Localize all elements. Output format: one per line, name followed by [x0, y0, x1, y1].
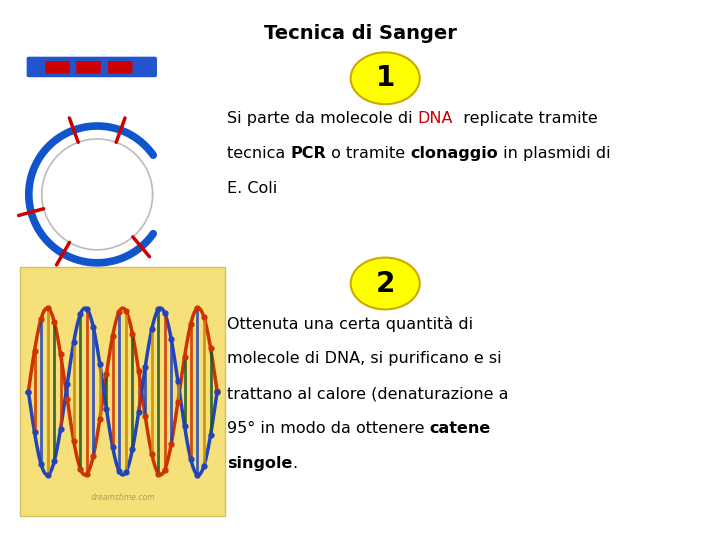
Text: Si parte da molecole di: Si parte da molecole di	[227, 111, 418, 126]
FancyBboxPatch shape	[20, 267, 225, 516]
Text: molecole di DNA, si purificano e si: molecole di DNA, si purificano e si	[227, 351, 501, 366]
Text: DNA: DNA	[418, 111, 453, 126]
Circle shape	[351, 258, 420, 309]
Text: .: .	[292, 456, 297, 471]
Text: o tramite: o tramite	[326, 146, 410, 161]
Text: 1: 1	[376, 64, 395, 92]
Text: catene: catene	[429, 421, 490, 436]
Text: in plasmidi di: in plasmidi di	[498, 146, 611, 161]
Text: tecnica: tecnica	[227, 146, 290, 161]
Text: trattano al calore (denaturazione a: trattano al calore (denaturazione a	[227, 386, 508, 401]
Text: dreamstime.com: dreamstime.com	[91, 493, 155, 502]
FancyBboxPatch shape	[27, 57, 157, 77]
Text: singole: singole	[227, 456, 292, 471]
Circle shape	[351, 52, 420, 104]
Text: 95° in modo da ottenere: 95° in modo da ottenere	[227, 421, 429, 436]
Text: clonaggio: clonaggio	[410, 146, 498, 161]
Text: PCR: PCR	[290, 146, 326, 161]
Text: Tecnica di Sanger: Tecnica di Sanger	[264, 24, 456, 43]
Text: replicate tramite: replicate tramite	[453, 111, 598, 126]
FancyBboxPatch shape	[45, 61, 70, 73]
Text: 2: 2	[376, 269, 395, 298]
Text: E. Coli: E. Coli	[227, 181, 277, 196]
FancyBboxPatch shape	[108, 61, 132, 73]
FancyBboxPatch shape	[76, 61, 101, 73]
Text: Ottenuta una certa quantità di: Ottenuta una certa quantità di	[227, 316, 473, 332]
